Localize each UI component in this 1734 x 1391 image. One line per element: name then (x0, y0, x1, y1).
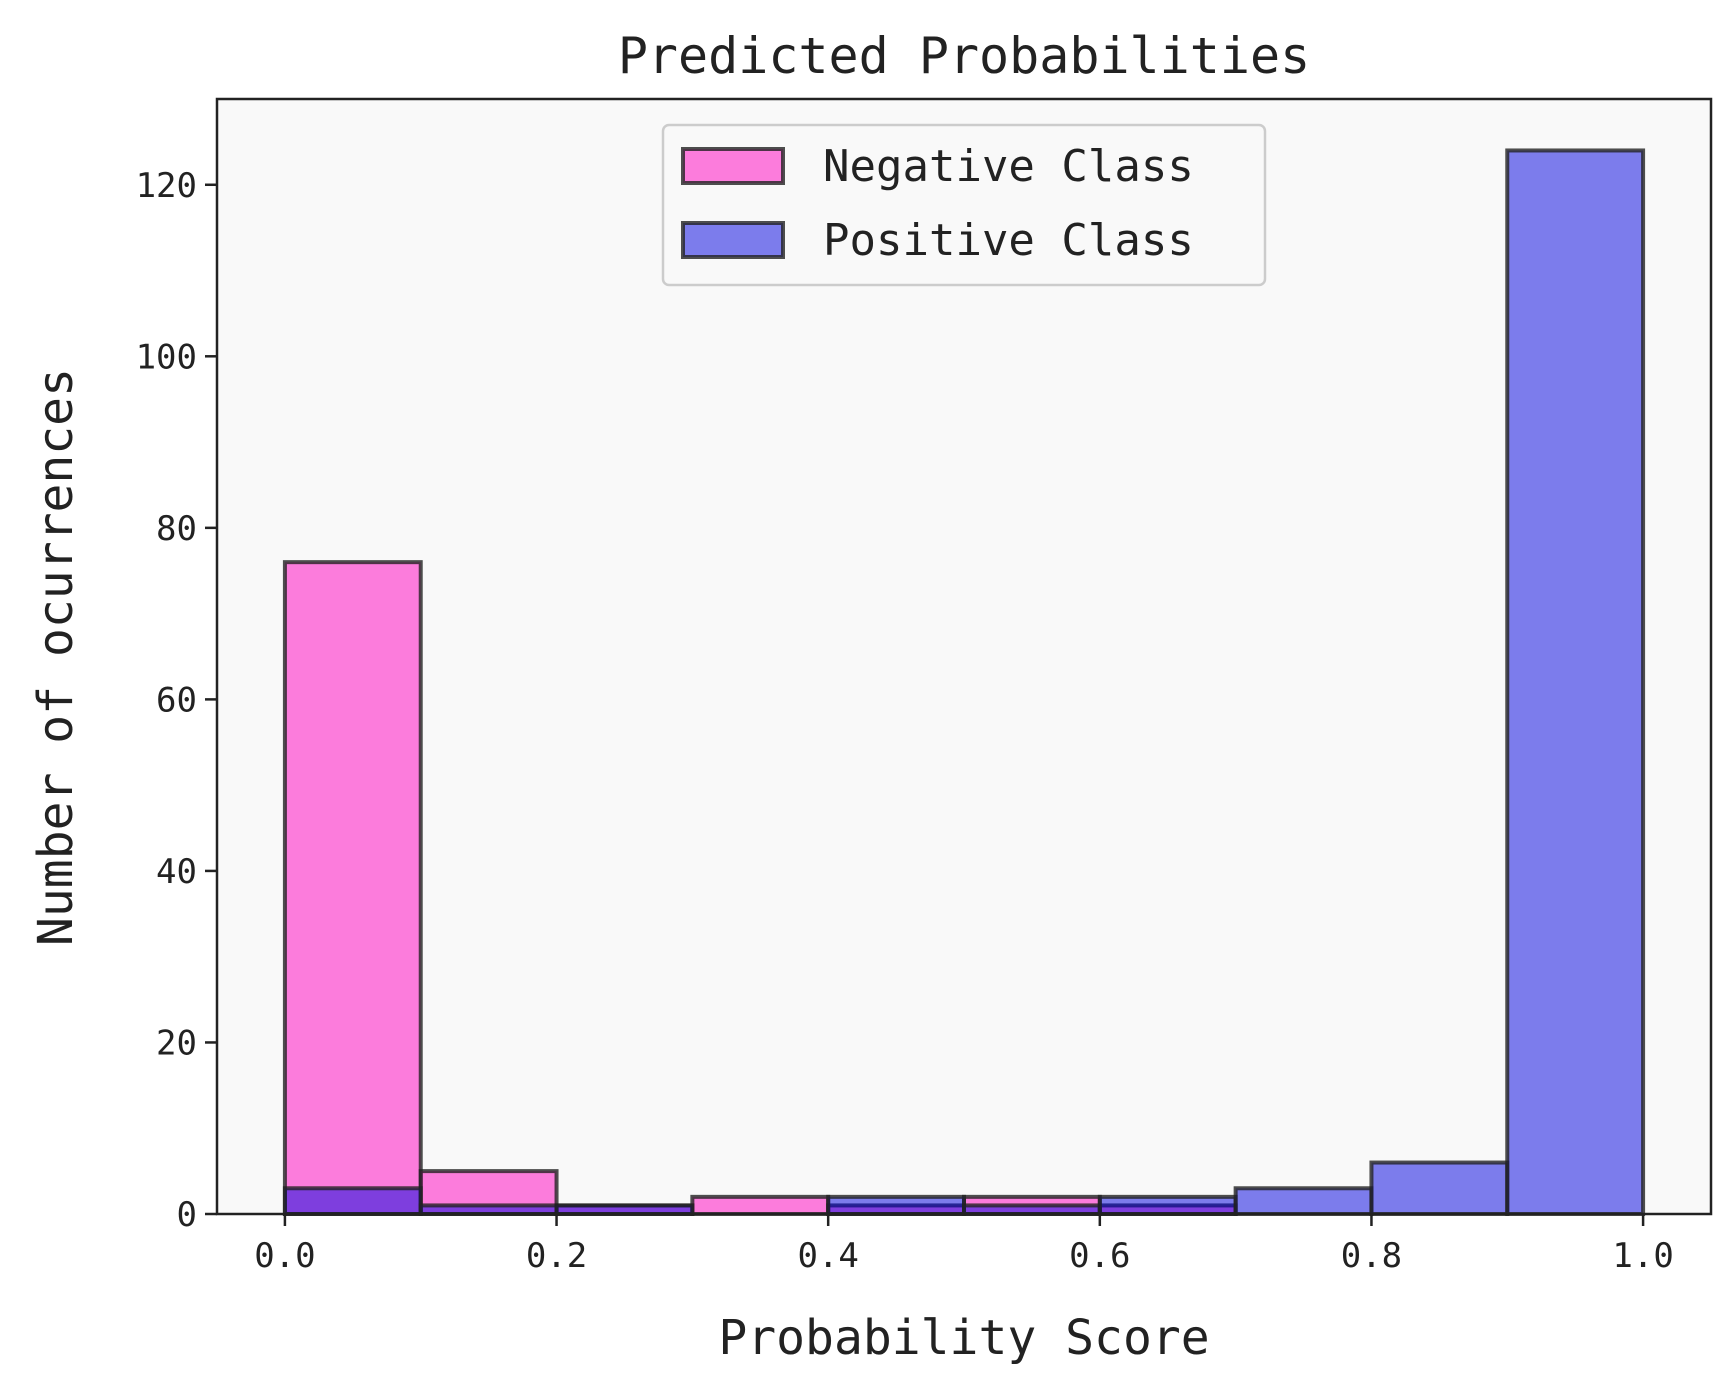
y-tick-label: 0 (177, 1195, 197, 1235)
bar-positive-class-bin-0 (282, 1186, 423, 1217)
legend-swatch-negative-class (681, 147, 785, 185)
bars-layer (282, 148, 1646, 1217)
legend-label-negative-class: Negative Class (823, 141, 1194, 192)
x-tick-label: 0.0 (254, 1236, 315, 1276)
legend-swatch-positive-class (681, 221, 785, 259)
x-tick-label: 0.6 (1069, 1236, 1130, 1276)
bar-positive-class-bin-4 (826, 1194, 966, 1217)
bar-positive-class-bin-2 (554, 1203, 695, 1217)
y-tick-label: 60 (156, 680, 197, 720)
x-tick-label: 1.0 (1612, 1236, 1673, 1276)
bar-negative-class-bin-3 (690, 1194, 831, 1217)
y-ticks: 0 20 40 60 80 100 120 (136, 166, 217, 1235)
y-tick-label: 120 (136, 166, 197, 206)
y-tick-label: 80 (156, 509, 197, 549)
y-axis-label: Number of ocurrences (28, 368, 84, 946)
legend-label-positive-class: Positive Class (823, 215, 1194, 266)
y-tick-label: 40 (156, 852, 197, 892)
bar-positive-class-bin-5 (962, 1203, 1102, 1217)
x-tick-label: 0.2 (526, 1236, 587, 1276)
chart-title: Predicted Probabilities (618, 27, 1310, 85)
bar-positive-class-bin-9 (1505, 148, 1646, 1216)
bar-positive-class-bin-8 (1369, 1160, 1510, 1216)
x-ticks: 0.0 0.2 0.4 0.6 0.8 1.0 (254, 1214, 1674, 1276)
bar-positive-class-bin-7 (1233, 1186, 1374, 1217)
x-axis-label: Probability Score (718, 1310, 1209, 1366)
legend-box (661, 123, 1267, 287)
x-tick-label: 0.4 (797, 1236, 858, 1276)
y-tick-label: 20 (156, 1023, 197, 1063)
legend: Negative Class Positive Class (661, 123, 1267, 287)
bar-positive-class-bin-1 (418, 1203, 559, 1217)
y-tick-label: 100 (136, 337, 197, 377)
x-tick-label: 0.8 (1341, 1236, 1402, 1276)
bar-negative-class-bin-0 (282, 560, 423, 1216)
bar-positive-class-bin-6 (1097, 1194, 1238, 1217)
plot-frame (215, 97, 1713, 1216)
